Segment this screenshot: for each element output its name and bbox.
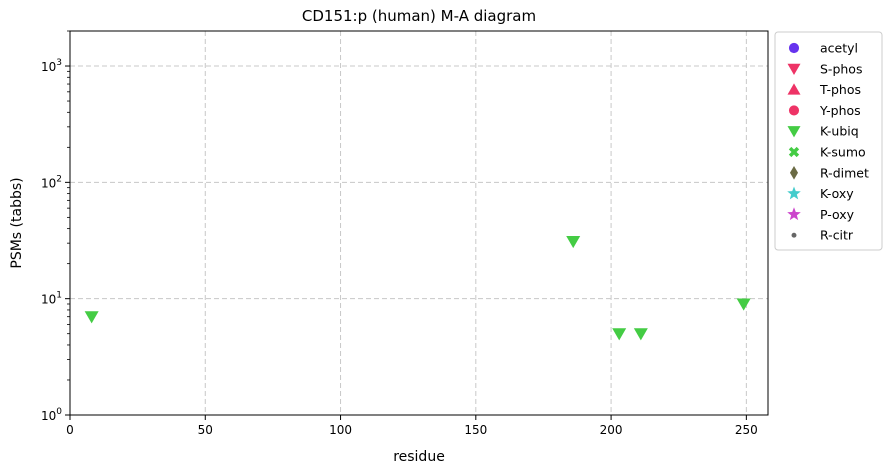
legend-label: acetyl xyxy=(820,41,858,56)
legend-label: K-sumo xyxy=(820,145,866,160)
y-axis-label: PSMs (tabbs) xyxy=(9,177,25,268)
x-tick-label: 200 xyxy=(600,423,623,437)
x-axis: 0 50 100 150 200 250 xyxy=(66,415,758,437)
x-tick-label: 100 xyxy=(329,423,352,437)
legend-label: K-ubiq xyxy=(820,124,859,139)
legend-marker-s-phos xyxy=(787,63,801,75)
x-tick-label: 150 xyxy=(464,423,487,437)
legend-marker-k-sumo xyxy=(788,146,800,158)
legend-frame xyxy=(774,31,883,251)
y-tick-label: 102 xyxy=(41,174,62,190)
y-tick-label: 100 xyxy=(41,407,62,423)
data-point-k-ubiq xyxy=(84,311,99,324)
legend-label: R-dimet xyxy=(820,165,869,180)
legend-marker-y-phos xyxy=(788,105,800,116)
y-tick-label: 101 xyxy=(41,291,62,307)
legend-marker-k-ubiq xyxy=(787,126,801,138)
legend-marker-r-citr xyxy=(791,232,797,238)
legend-marker-r-dimet xyxy=(789,165,799,180)
data-point-k-ubiq xyxy=(736,298,751,311)
x-axis-label: residue xyxy=(393,449,445,465)
legend-marker-acetyl xyxy=(788,42,800,54)
data-points xyxy=(84,236,751,341)
legend-marker-t-phos xyxy=(787,83,801,95)
legend-label: R-citr xyxy=(820,228,854,243)
legend-label: K-oxy xyxy=(820,186,854,201)
x-tick-label: 50 xyxy=(198,423,213,437)
y-tick-label: 103 xyxy=(41,58,62,74)
x-tick-label: 0 xyxy=(66,423,74,437)
data-point-k-ubiq xyxy=(612,328,627,341)
legend-marker-k-oxy xyxy=(787,186,801,200)
y-axis: 100 101 102 103 xyxy=(41,30,70,423)
data-point-k-ubiq xyxy=(566,236,581,249)
legend-marker-p-oxy xyxy=(787,207,801,221)
chart-title: CD151:p (human) M-A diagram xyxy=(302,7,536,25)
plot-area-frame xyxy=(69,30,769,416)
legend-label: T-phos xyxy=(819,82,861,97)
legend-label: S-phos xyxy=(820,61,862,76)
x-tick-label: 250 xyxy=(735,423,758,437)
data-point-k-ubiq xyxy=(633,328,648,341)
legend: acetyl S-phos T-phos Y-phos K-ubiq K-sumo R-di… xyxy=(774,31,883,251)
gridlines xyxy=(70,31,768,415)
legend-label: Y-phos xyxy=(819,103,861,118)
legend-label: P-oxy xyxy=(820,207,855,222)
